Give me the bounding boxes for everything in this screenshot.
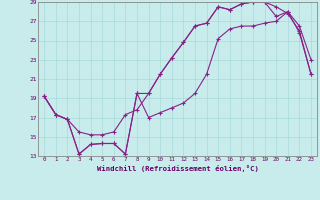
X-axis label: Windchill (Refroidissement éolien,°C): Windchill (Refroidissement éolien,°C): [97, 165, 259, 172]
